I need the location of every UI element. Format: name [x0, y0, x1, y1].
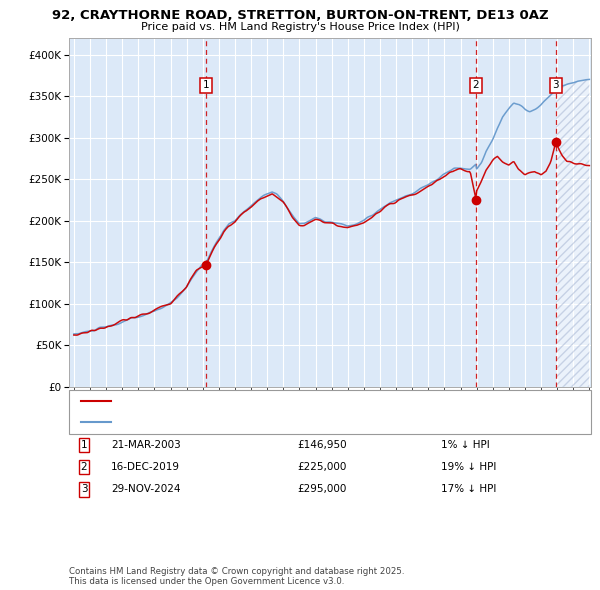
- Text: 1: 1: [203, 80, 209, 90]
- Text: 16-DEC-2019: 16-DEC-2019: [111, 462, 180, 472]
- Text: 2: 2: [473, 80, 479, 90]
- Text: Contains HM Land Registry data © Crown copyright and database right 2025.: Contains HM Land Registry data © Crown c…: [69, 568, 404, 576]
- Text: 1: 1: [80, 440, 88, 450]
- Text: 1% ↓ HPI: 1% ↓ HPI: [441, 440, 490, 450]
- Text: 92, CRAYTHORNE ROAD, STRETTON, BURTON-ON-TRENT, DE13 0AZ (detached house): 92, CRAYTHORNE ROAD, STRETTON, BURTON-ON…: [117, 396, 536, 407]
- Text: £225,000: £225,000: [297, 462, 346, 472]
- Text: 92, CRAYTHORNE ROAD, STRETTON, BURTON-ON-TRENT, DE13 0AZ: 92, CRAYTHORNE ROAD, STRETTON, BURTON-ON…: [52, 9, 548, 22]
- Text: 21-MAR-2003: 21-MAR-2003: [111, 440, 181, 450]
- Text: 3: 3: [553, 80, 559, 90]
- Text: £146,950: £146,950: [297, 440, 347, 450]
- Text: 3: 3: [80, 484, 88, 494]
- Text: 19% ↓ HPI: 19% ↓ HPI: [441, 462, 496, 472]
- Text: HPI: Average price, detached house, East Staffordshire: HPI: Average price, detached house, East…: [117, 418, 385, 428]
- Text: This data is licensed under the Open Government Licence v3.0.: This data is licensed under the Open Gov…: [69, 577, 344, 586]
- Text: Price paid vs. HM Land Registry's House Price Index (HPI): Price paid vs. HM Land Registry's House …: [140, 22, 460, 32]
- Text: 2: 2: [80, 462, 88, 472]
- Text: 29-NOV-2024: 29-NOV-2024: [111, 484, 181, 494]
- Text: 17% ↓ HPI: 17% ↓ HPI: [441, 484, 496, 494]
- Text: £295,000: £295,000: [297, 484, 346, 494]
